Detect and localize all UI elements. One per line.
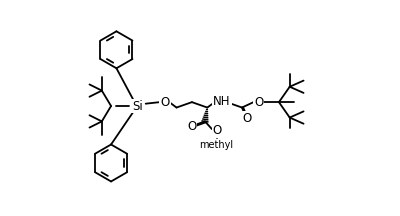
Text: Si: Si bbox=[132, 100, 143, 113]
Text: O: O bbox=[242, 112, 251, 125]
Text: O: O bbox=[254, 96, 264, 109]
Text: O: O bbox=[160, 96, 170, 109]
Text: NH: NH bbox=[213, 95, 231, 108]
Text: methyl: methyl bbox=[200, 140, 234, 150]
Text: O: O bbox=[213, 124, 222, 137]
Text: O: O bbox=[187, 119, 196, 133]
